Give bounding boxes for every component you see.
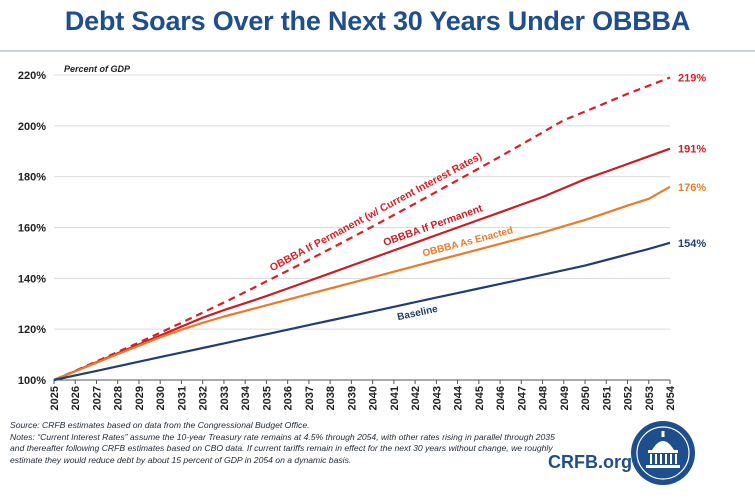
x-tick-label: 2040 (368, 386, 380, 410)
x-tick-label: 2049 (559, 386, 571, 410)
end-value-labels: 219% 191% 176% 154% (678, 73, 706, 250)
crfb-brand-link[interactable]: CRFB.org (548, 452, 632, 472)
x-tick-label: 2030 (155, 386, 167, 410)
y-tick-label: 140% (18, 273, 46, 285)
x-tick-label: 2036 (283, 386, 295, 410)
y-tick-label: 100% (18, 375, 46, 387)
x-tick-label: 2045 (474, 386, 486, 410)
x-tick-label: 2034 (240, 385, 252, 410)
x-tick-label: 2038 (325, 386, 337, 410)
x-tick-label: 2052 (623, 386, 635, 410)
series-line-3 (53, 241, 671, 382)
x-tick-label: 2048 (538, 386, 550, 410)
series-lines (53, 76, 671, 382)
title-divider (0, 50, 755, 52)
x-tick-label: 2051 (601, 386, 613, 410)
series-annotation-label: Baseline (396, 304, 439, 324)
y-tick-label: 120% (18, 324, 46, 336)
end-value-label: 191% (678, 144, 706, 156)
end-value-label: 154% (678, 238, 706, 250)
x-tick-label: 2050 (580, 386, 592, 410)
x-tick-label: 2046 (495, 386, 507, 410)
y-tick-label: 220% (18, 70, 46, 82)
x-tick-label: 2043 (431, 386, 443, 410)
x-tick-label: 2032 (198, 386, 210, 410)
end-value-label: 219% (678, 73, 706, 85)
x-tick-label: 2031 (176, 386, 188, 410)
x-tick-label: 2041 (389, 386, 401, 410)
x-tick-label: 2028 (113, 386, 125, 410)
end-value-label: 176% (678, 182, 706, 194)
crfb-capitol-seal-icon (631, 421, 695, 485)
x-tick-label: 2026 (70, 386, 82, 410)
x-tick-label: 2042 (410, 386, 422, 410)
x-tick-label: 2025 (49, 386, 61, 410)
x-tick-label: 2053 (644, 386, 656, 410)
x-tick-label: 2027 (91, 386, 103, 410)
y-gridlines (54, 74, 670, 381)
y-tick-label: 180% (18, 172, 46, 184)
series-line-2 (53, 185, 671, 382)
x-tick-label: 2037 (304, 386, 316, 410)
y-axis: 100% 120% 140% 160% 180% 200% 220% (18, 70, 46, 387)
x-tick-label: 2047 (516, 386, 528, 410)
x-tick-label: 2044 (453, 385, 465, 410)
y-axis-label: Percent of GDP (64, 64, 131, 74)
x-tick-label: 2033 (219, 386, 231, 410)
x-tick-label: 2029 (134, 386, 146, 410)
x-tick-label: 2054 (665, 385, 677, 410)
x-tick-label: 2035 (261, 386, 273, 410)
x-axis: 2025 2026 2027 2028 2029 2030 2031 2032 2033 2034… (49, 379, 677, 410)
series-line-0 (53, 76, 671, 382)
methodology-note: Notes: “Current Interest Rates” assume t… (10, 431, 555, 465)
series-line-1 (53, 147, 671, 382)
y-tick-label: 160% (18, 223, 46, 235)
source-note: Source: CRFB estimates based on data fro… (10, 420, 310, 430)
chart-title: Debt Soars Over the Next 30 Years Under … (64, 6, 691, 36)
x-tick-label: 2039 (346, 386, 358, 410)
footer-text: Source: CRFB estimates based on data fro… (10, 420, 570, 466)
y-tick-label: 200% (18, 121, 46, 133)
line-chart: 100%120%140%160%180%200%220% 2025 2026 202… (18, 64, 706, 410)
